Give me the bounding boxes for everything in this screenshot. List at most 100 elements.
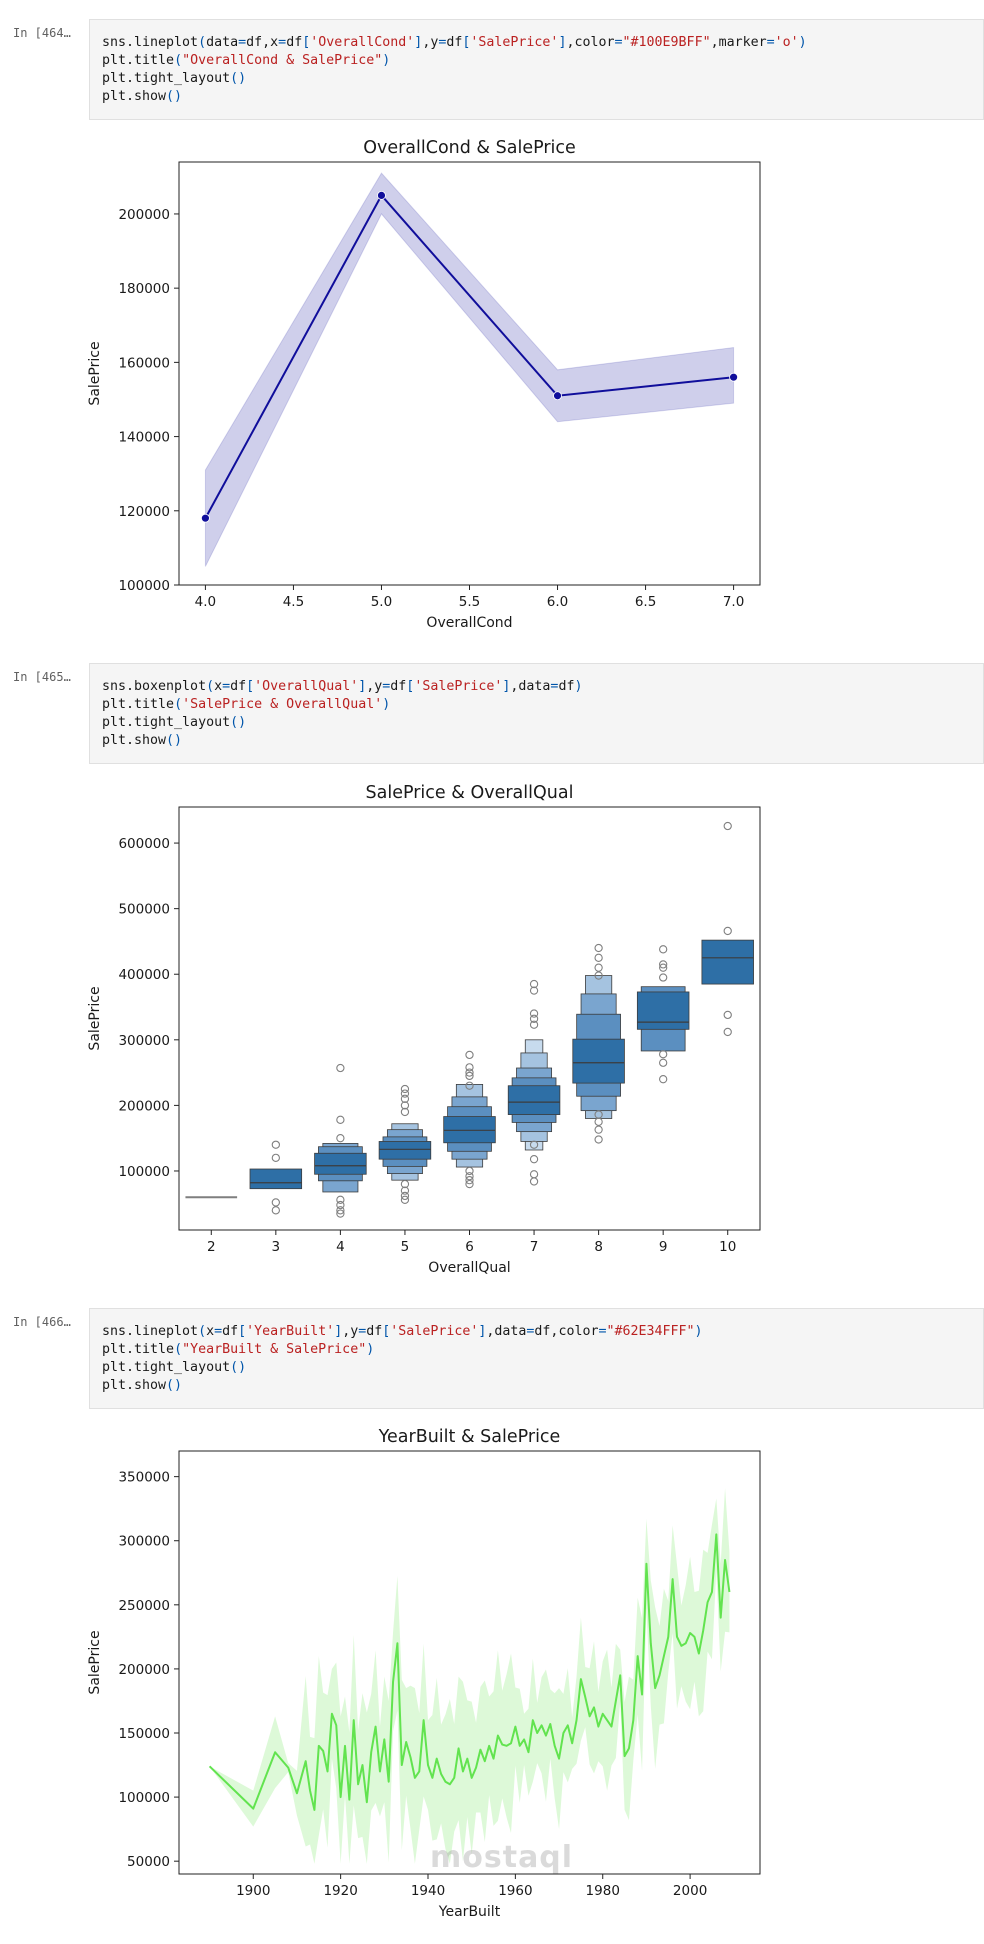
code-token: sns.lineplot: [102, 1324, 199, 1339]
x-tick-label: 4.0: [195, 594, 216, 610]
code-token: =: [438, 35, 447, 50]
x-tick-label: 5: [401, 1239, 410, 1255]
code-token: "#62E34FFF": [606, 1324, 695, 1339]
code-token: ]: [502, 679, 511, 694]
code-token: "YearBuilt & SalePrice": [182, 1342, 367, 1357]
series-line: [208, 1533, 731, 1811]
outlier-point: [659, 1050, 668, 1059]
boxen-box: [701, 939, 754, 985]
code-token: ,data: [510, 679, 551, 694]
code-token: 'o': [774, 35, 799, 50]
outlier-point: [723, 926, 732, 936]
outlier-point: [400, 1186, 410, 1195]
data-point: [377, 190, 386, 200]
x-axis-label: YearBuilt: [438, 1904, 501, 1920]
outlier-point: [336, 1209, 345, 1218]
code-token: ,y: [366, 679, 383, 694]
outlier-point: [529, 1009, 539, 1018]
outlier-point: [336, 1063, 345, 1073]
x-tick-label: 1900: [236, 1883, 270, 1899]
code-token: df: [558, 679, 575, 694]
confidence-band: [204, 172, 735, 567]
code-token: 'YearBuilt': [246, 1324, 335, 1339]
code-line: plt.title("OverallCond & SalePrice"): [102, 52, 983, 70]
code-token: (: [206, 679, 215, 694]
outlier-point: [529, 1170, 539, 1179]
outlier-point: [336, 1195, 345, 1204]
code-token: ,y: [342, 1324, 359, 1339]
code-token: (: [198, 1324, 207, 1339]
code-token: (: [174, 697, 183, 712]
confidence-band: [209, 1488, 730, 1864]
code-cell[interactable]: sns.lineplot(data=df,x=df['OverallCond']…: [89, 19, 984, 120]
code-line: plt.title('SalePrice & OverallQual'): [102, 696, 983, 714]
outlier-point: [465, 1172, 474, 1181]
code-line: plt.title("YearBuilt & SalePrice"): [102, 1341, 983, 1359]
y-tick-label: 250000: [118, 1598, 170, 1614]
y-tick-label: 350000: [118, 1470, 170, 1486]
x-tick-label: 2: [207, 1239, 216, 1255]
x-tick-label: 10: [719, 1239, 736, 1255]
outlier-point: [659, 973, 668, 982]
outlier-point: [400, 1195, 410, 1204]
y-tick-label: 160000: [118, 355, 170, 371]
code-token: ]: [558, 35, 567, 50]
watermark-logo: mostaql: [430, 1840, 574, 1875]
code-cell[interactable]: sns.lineplot(x=df['YearBuilt'],y=df['Sal…: [89, 1308, 984, 1409]
boxen-box: [314, 1152, 367, 1175]
outlier-point: [529, 1014, 539, 1023]
code-token: [: [462, 35, 471, 50]
code-cell[interactable]: sns.boxenplot(x=df['OverallQual'],y=df['…: [89, 663, 984, 764]
code-token: plt.show: [102, 733, 167, 748]
y-tick-label: 50000: [127, 1854, 170, 1870]
plot-frame: [178, 806, 761, 1231]
outlier-point: [271, 1153, 280, 1163]
code-token: ,color: [566, 35, 615, 50]
y-tick-label: 100000: [118, 1790, 170, 1806]
y-tick-label: 400000: [118, 967, 170, 983]
code-token: [: [238, 1324, 247, 1339]
data-point: [729, 372, 738, 382]
boxen-box: [249, 1168, 303, 1190]
outlier-point: [336, 1206, 345, 1215]
code-token: df: [366, 1324, 383, 1339]
plot-frame: [178, 1450, 761, 1875]
code-token: 'OverallCond': [310, 35, 415, 50]
code-token: [: [382, 1324, 391, 1339]
y-tick-label: 150000: [118, 1726, 170, 1742]
outlier-point: [594, 953, 603, 962]
y-tick-label: 180000: [118, 281, 170, 297]
outlier-point: [400, 1089, 410, 1098]
code-token: (): [230, 1360, 247, 1375]
line-chart-yearbuilt: YearBuilt & SalePrice 50000 100000 150000 20…: [87, 1427, 761, 1920]
outlier-point: [529, 1020, 539, 1029]
code-line: sns.lineplot(data=df,x=df['OverallCond']…: [102, 34, 983, 52]
plot-frame: [178, 161, 761, 586]
outlier-point: [336, 1115, 345, 1124]
y-axis-label: SalePrice: [87, 341, 103, 405]
y-axis-label: SalePrice: [87, 986, 103, 1050]
outlier-point: [336, 1134, 345, 1143]
code-line: sns.lineplot(x=df['YearBuilt'],y=df['Sal…: [102, 1323, 983, 1341]
code-token: (): [166, 733, 183, 748]
code-line: plt.tight_layout(): [102, 714, 983, 732]
y-tick-label: 300000: [118, 1534, 170, 1550]
code-token: =: [214, 1324, 223, 1339]
outlier-point: [400, 1179, 410, 1189]
code-line: plt.show(): [102, 88, 983, 106]
code-token: ): [694, 1324, 703, 1339]
code-token: ): [382, 53, 391, 68]
y-tick-label: 200000: [118, 1662, 170, 1678]
outlier-point: [465, 1166, 474, 1176]
outlier-point: [659, 963, 668, 972]
x-tick-label: 3: [272, 1239, 281, 1255]
outlier-point: [271, 1206, 280, 1215]
line-chart-overallcond: OverallCond & SalePrice 100000 120000 14000…: [87, 138, 761, 631]
code-token: [: [302, 35, 311, 50]
y-tick-label: 300000: [118, 1033, 170, 1049]
outlier-point: [465, 1081, 474, 1090]
y-axis-label: SalePrice: [87, 1630, 103, 1694]
code-token: plt.tight_layout: [102, 1360, 231, 1375]
boxen-box: [378, 1141, 432, 1160]
outlier-point: [659, 960, 668, 969]
